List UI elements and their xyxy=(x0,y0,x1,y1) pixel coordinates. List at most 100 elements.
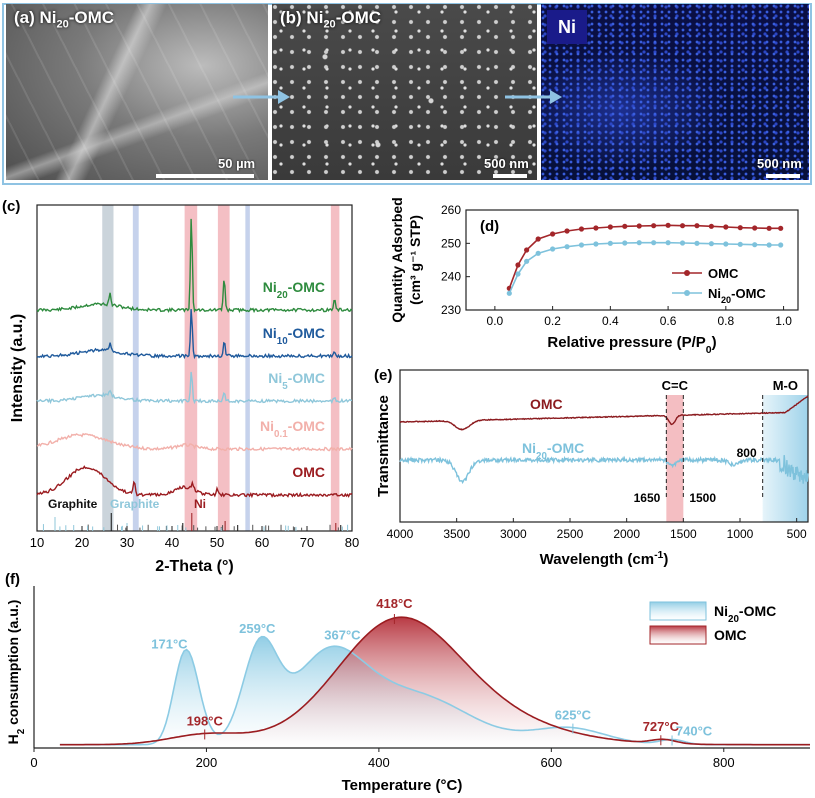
xrd-highlight-band xyxy=(102,205,114,531)
xrd-xtick-label: 10 xyxy=(30,535,44,550)
xrd-series-line xyxy=(36,218,353,314)
ftir-xtick-label: 1500 xyxy=(670,527,697,541)
ftir-mo-label: M-O xyxy=(773,378,798,393)
xrd-highlight-band xyxy=(330,205,340,531)
isotherm-point xyxy=(578,242,585,248)
tpr-legend-swatch xyxy=(649,601,707,621)
panel-b-label: (b) Ni20-OMC xyxy=(280,8,382,31)
ftir-ylabel: Transmittance xyxy=(375,395,392,497)
isotherm-point xyxy=(778,225,784,231)
panel-a-label: (a) Ni20-OMC xyxy=(14,8,115,31)
tpr-ylabel: H2 consumption (a.u.) xyxy=(5,600,27,745)
tpr-xtick-label: 800 xyxy=(713,755,735,770)
ftir-xtick-label: 2500 xyxy=(557,527,584,541)
xrd-series-label: Ni0.1-OMC xyxy=(260,418,325,440)
arrow-b-to-ni xyxy=(505,90,562,104)
isotherm-xtick-label: 0.8 xyxy=(717,314,734,328)
ftir-cc-band xyxy=(666,395,684,522)
isotherm-point xyxy=(524,247,530,253)
isotherm-series-line xyxy=(508,224,781,289)
xrd-series-line xyxy=(36,371,353,405)
ni-element-label: Ni xyxy=(547,10,587,44)
ftir-series-line xyxy=(399,395,809,431)
tpr-xtick-label: 0 xyxy=(30,755,37,770)
isotherm-point xyxy=(723,241,729,247)
tpr-legend-label: OMC xyxy=(714,627,747,643)
sem-arrows xyxy=(233,90,562,104)
tpr-xtick-label: 400 xyxy=(368,755,390,770)
isotherm-legend-label: Ni20-OMC xyxy=(708,286,766,305)
sem-panel-ni-map: Ni 500 nm xyxy=(541,4,809,180)
tpr-line-ni xyxy=(59,635,810,746)
isotherm-point xyxy=(694,240,700,246)
isotherm-point xyxy=(564,228,570,234)
isotherm-point xyxy=(550,246,556,252)
xrd-series-label: Ni5-OMC xyxy=(268,370,325,392)
isotherm-point xyxy=(593,225,599,231)
isotherm-ytick-label: 260 xyxy=(441,203,461,217)
xrd-series-line xyxy=(36,465,353,499)
xrd-xtick-label: 60 xyxy=(255,535,269,550)
tpr-xtick-label: 600 xyxy=(540,755,562,770)
ftir-ni-label: Ni20-OMC xyxy=(522,440,584,462)
chart-ftir: (e) C=C M-O OMC Ni20-OMC 1650 1500 800 4000 3500 3… xyxy=(374,367,809,568)
tpr-peak-label: 259°C xyxy=(239,621,276,636)
isotherm-point xyxy=(679,223,686,229)
isotherm-point xyxy=(535,250,541,256)
chart-tpr: (f) 171°C 259°C 367°C 625°C 740°C 198°C 418°C 72… xyxy=(5,571,811,794)
ftir-frame xyxy=(399,369,809,523)
isotherm-point xyxy=(665,240,671,246)
isotherm-point xyxy=(578,226,585,232)
isotherm-point xyxy=(622,240,628,246)
isotherm-point xyxy=(737,241,743,247)
isotherm-ytick-label: 230 xyxy=(441,303,461,317)
isotherm-point xyxy=(506,290,512,296)
isotherm-legend-label: OMC xyxy=(708,266,739,281)
ftir-xtick-label: 500 xyxy=(787,527,807,541)
tpr-xlabel: Temperature (°C) xyxy=(342,777,463,794)
ftir-xtick-label: 3500 xyxy=(443,527,470,541)
isotherm-point xyxy=(651,223,657,229)
panel-c-label: (c) xyxy=(2,198,20,215)
scale-label-a: 50 µm xyxy=(218,156,256,171)
xrd-plot-frame xyxy=(36,204,353,532)
tpr-peak-label: 198°C xyxy=(187,713,224,728)
xrd-xtick-label: 30 xyxy=(120,535,134,550)
isotherm-point xyxy=(636,240,642,246)
panel-d-label: (d) xyxy=(480,218,499,235)
xrd-series-line xyxy=(36,432,353,452)
scale-bar-a xyxy=(156,174,254,178)
ftir-xtick-label: 1000 xyxy=(727,527,754,541)
isotherm-point xyxy=(636,223,642,229)
isotherm-legend-marker xyxy=(684,290,690,296)
isotherm-frame xyxy=(465,209,799,311)
tpr-peak-label: 625°C xyxy=(555,708,592,723)
isotherm-xtick-label: 0.4 xyxy=(602,314,619,328)
arrow-a-to-b xyxy=(233,90,290,104)
xrd-highlight-band xyxy=(217,205,230,531)
ftir-cc-label: C=C xyxy=(662,378,689,393)
isotherm-point xyxy=(766,225,772,231)
xrd-xtick-label: 70 xyxy=(300,535,314,550)
sem-panel-b: (b) Ni20-OMC 500 nm xyxy=(272,4,537,180)
tpr-peak-label: 727°C xyxy=(643,719,680,734)
panel-e-label: (e) xyxy=(374,367,392,384)
xrd-series-label: Ni10-OMC xyxy=(263,325,325,347)
tpr-xtick-label: 200 xyxy=(196,755,218,770)
ftir-marker-label: 800 xyxy=(737,446,757,460)
isotherm-point xyxy=(622,223,628,229)
ftir-omc-label: OMC xyxy=(530,396,563,412)
ref-label-ni: Ni xyxy=(194,497,206,511)
isotherm-point xyxy=(515,271,521,277)
ftir-series-line xyxy=(399,455,809,485)
tpr-legend-swatch xyxy=(649,625,707,645)
tpr-peak-label: 740°C xyxy=(676,723,713,738)
isotherm-xtick-label: 1.0 xyxy=(775,314,792,328)
xrd-xtick-label: 40 xyxy=(165,535,179,550)
tpr-area-ni xyxy=(59,636,811,748)
isotherm-point xyxy=(564,244,570,250)
isotherm-ytick-label: 240 xyxy=(441,270,461,284)
scale-bar-b xyxy=(493,174,527,178)
ftir-marker-label: 1500 xyxy=(689,491,716,505)
isotherm-point xyxy=(723,224,729,230)
